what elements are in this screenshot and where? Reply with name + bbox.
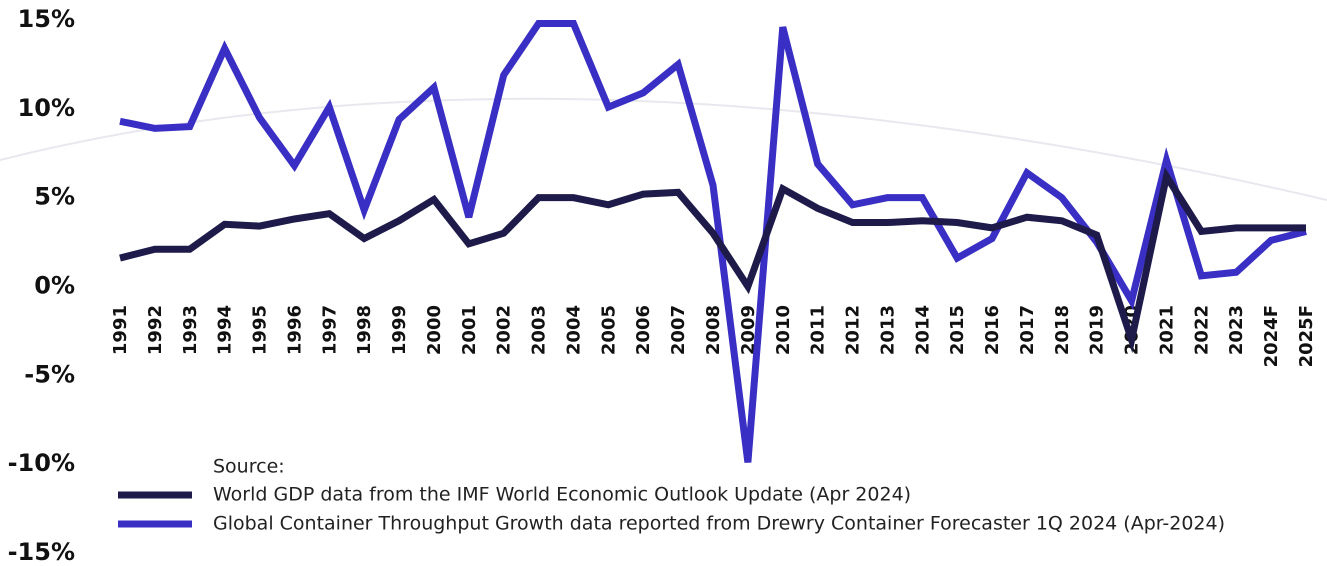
x-tick-label: 1997 — [319, 305, 340, 355]
x-tick-label: 1998 — [354, 305, 375, 355]
x-tick-label: 2003 — [529, 305, 550, 355]
x-tick-label: 2019 — [1087, 305, 1108, 355]
series-line — [119, 20, 1307, 463]
legend-label: World GDP data from the IMF World Econom… — [213, 484, 911, 506]
x-tick-label: 2012 — [843, 305, 864, 355]
x-tick-label: 1996 — [284, 305, 305, 355]
x-tick-label: 2013 — [877, 305, 898, 355]
x-tick-label: 2007 — [668, 305, 689, 355]
y-tick-label: -10% — [8, 449, 75, 477]
x-tick-label: 1991 — [110, 305, 131, 355]
legend-label: Global Container Throughput Growth data … — [213, 513, 1225, 535]
series-line — [119, 167, 1306, 354]
x-tick-label: 2006 — [633, 305, 654, 355]
y-tick-label: 10% — [18, 94, 75, 122]
x-tick-label: 2021 — [1156, 305, 1177, 355]
y-tick-label: -15% — [8, 538, 75, 566]
x-tick-label: 1994 — [215, 305, 236, 355]
x-tick-label: 2001 — [459, 305, 480, 355]
x-tick-label: 2000 — [424, 305, 445, 355]
y-tick-label: 5% — [34, 183, 75, 211]
x-tick-label: 2010 — [773, 305, 794, 355]
y-tick-label: 0% — [34, 272, 75, 300]
x-tick-label: 2023 — [1226, 305, 1247, 355]
y-tick-label: -5% — [24, 360, 75, 388]
x-tick-label: 2014 — [912, 305, 933, 355]
legend-title: Source: — [213, 456, 285, 478]
x-tick-label: 2016 — [982, 305, 1003, 355]
x-tick-label: 2024F — [1261, 305, 1282, 367]
y-tick-label: 15% — [18, 5, 75, 33]
x-tick-label: 2004 — [563, 305, 584, 355]
x-tick-label: 2015 — [947, 305, 968, 355]
x-tick-label: 1992 — [145, 305, 166, 355]
x-tick-label: 2018 — [1052, 305, 1073, 355]
x-tick-label: 2009 — [738, 305, 759, 355]
x-tick-label: 2022 — [1191, 305, 1212, 355]
x-tick-label: 2005 — [598, 305, 619, 355]
x-tick-label: 2008 — [703, 305, 724, 355]
x-tick-label: 2011 — [808, 305, 829, 355]
x-tick-label: 2017 — [1017, 305, 1038, 355]
x-tick-label: 2002 — [494, 305, 515, 355]
x-tick-label: 1993 — [180, 305, 201, 355]
x-tick-label: 1995 — [250, 305, 271, 355]
x-tick-label: 2025F — [1296, 305, 1317, 367]
x-tick-label: 1999 — [389, 305, 410, 355]
